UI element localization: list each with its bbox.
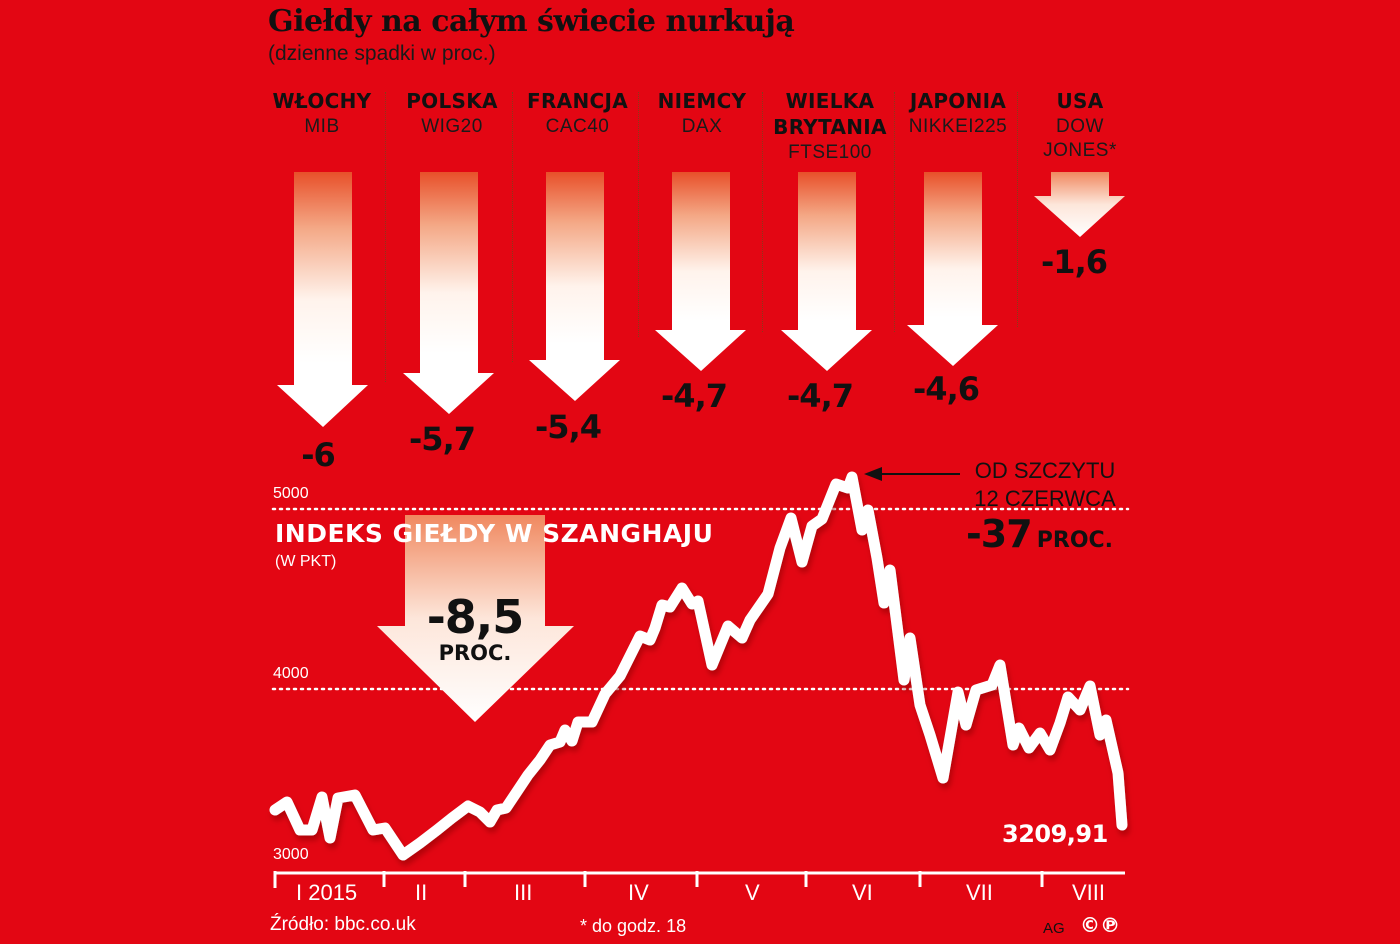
down-arrow-icon xyxy=(781,172,872,371)
column-divider xyxy=(1017,92,1018,327)
down-arrow-icon xyxy=(907,172,998,366)
daily-drop-unit: PROC. xyxy=(438,641,512,665)
index-label-2: JONES* xyxy=(1043,140,1117,161)
market-japan: JAPONIA NIKKEI225 xyxy=(896,88,1020,328)
index-label: FTSE100 xyxy=(788,142,872,163)
column-divider xyxy=(894,92,895,332)
market-france: FRANCJA CAC40 xyxy=(515,88,640,328)
footnote-label: * do godz. 18 xyxy=(580,916,687,936)
month-label-mar: III xyxy=(514,880,533,905)
peak-note-line1: OD SZCZYTU xyxy=(974,458,1116,483)
country-label: FRANCJA xyxy=(527,89,628,113)
chart-title: Giełdy na całym świecie nurkują xyxy=(268,4,795,39)
market-germany: NIEMCY DAX xyxy=(642,88,762,328)
peak-annotation: OD SZCZYTU 12 CZERWCA xyxy=(970,457,1120,513)
month-label-jan: I 2015 xyxy=(296,880,358,905)
change-value-japan: -4,6 xyxy=(913,370,980,408)
market-italy: WŁOCHY MIB xyxy=(262,88,382,328)
shanghai-index-line xyxy=(269,471,1128,861)
market-usa: USA DOW JONES* xyxy=(1020,88,1140,328)
column-divider xyxy=(512,92,513,362)
y-tick-5000: 5000 xyxy=(273,485,309,502)
change-value-usa: -1,6 xyxy=(1041,243,1108,281)
column-divider xyxy=(385,92,386,382)
country-label-2: BRYTANIA xyxy=(773,115,887,139)
daily-drop-arrow-icon xyxy=(377,515,574,722)
last-value-label: 3209,91 xyxy=(1002,820,1108,848)
daily-drop-value: -8,5 xyxy=(426,590,525,644)
shanghai-chart-unit: (W PKT) xyxy=(275,553,337,570)
country-label: WIELKA xyxy=(785,89,875,113)
change-value-france: -5,4 xyxy=(535,408,602,446)
source-label: Źródło: bbc.co.uk xyxy=(270,914,416,935)
change-value-germany: -4,7 xyxy=(661,377,728,415)
column-divider xyxy=(638,92,639,337)
down-arrow-icon xyxy=(529,172,620,401)
down-arrow-icon xyxy=(655,172,746,371)
country-label: USA xyxy=(1056,89,1104,113)
x-axis-ticks xyxy=(273,871,1044,888)
chart-subtitle: (dzienne spadki w proc.) xyxy=(268,42,496,65)
month-label-apr: IV xyxy=(628,880,649,905)
month-label-jun: VI xyxy=(852,880,873,905)
country-label: JAPONIA xyxy=(909,89,1007,113)
index-label: NIKKEI225 xyxy=(908,116,1008,137)
peak-drop-label: -37 PROC. xyxy=(966,512,1113,556)
index-label: DAX xyxy=(681,116,723,137)
copyright-icon: ©℗ xyxy=(1080,913,1120,937)
month-label-aug: VIII xyxy=(1072,880,1106,905)
country-label: POLSKA xyxy=(406,89,498,113)
column-divider xyxy=(762,92,763,332)
month-label-feb: II xyxy=(415,880,428,905)
author-credit: AG xyxy=(1043,920,1065,937)
index-label: DOW xyxy=(1056,116,1104,137)
index-label: MIB xyxy=(304,116,340,137)
month-label-jul: VII xyxy=(966,880,993,905)
index-label: WIG20 xyxy=(421,116,483,137)
down-arrow-icon xyxy=(403,172,494,414)
down-arrow-icon xyxy=(277,172,368,427)
change-value-uk: -4,7 xyxy=(787,377,854,415)
peak-drop-unit: PROC. xyxy=(1036,528,1114,553)
month-label-may: V xyxy=(745,880,760,905)
arrow-left-icon xyxy=(864,467,882,481)
country-label: NIEMCY xyxy=(657,89,747,113)
country-label: WŁOCHY xyxy=(272,89,372,113)
y-tick-4000: 4000 xyxy=(273,665,309,682)
daily-drop-label: -8,5 PROC. xyxy=(390,592,560,664)
index-label: CAC40 xyxy=(545,116,610,137)
down-arrow-icon xyxy=(1034,172,1125,237)
peak-drop-value: -37 xyxy=(966,512,1033,556)
peak-note-line2: 12 CZERWCA xyxy=(974,486,1116,511)
y-tick-3000: 3000 xyxy=(273,846,309,863)
market-poland: POLSKA WIG20 xyxy=(392,88,512,328)
change-value-italy: -6 xyxy=(301,436,336,474)
shanghai-chart-title: INDEKS GIEŁDY W SZANGHAJU xyxy=(275,519,714,548)
change-value-poland: -5,7 xyxy=(409,420,476,458)
market-uk: WIELKA BRYTANIA FTSE100 xyxy=(764,88,896,328)
